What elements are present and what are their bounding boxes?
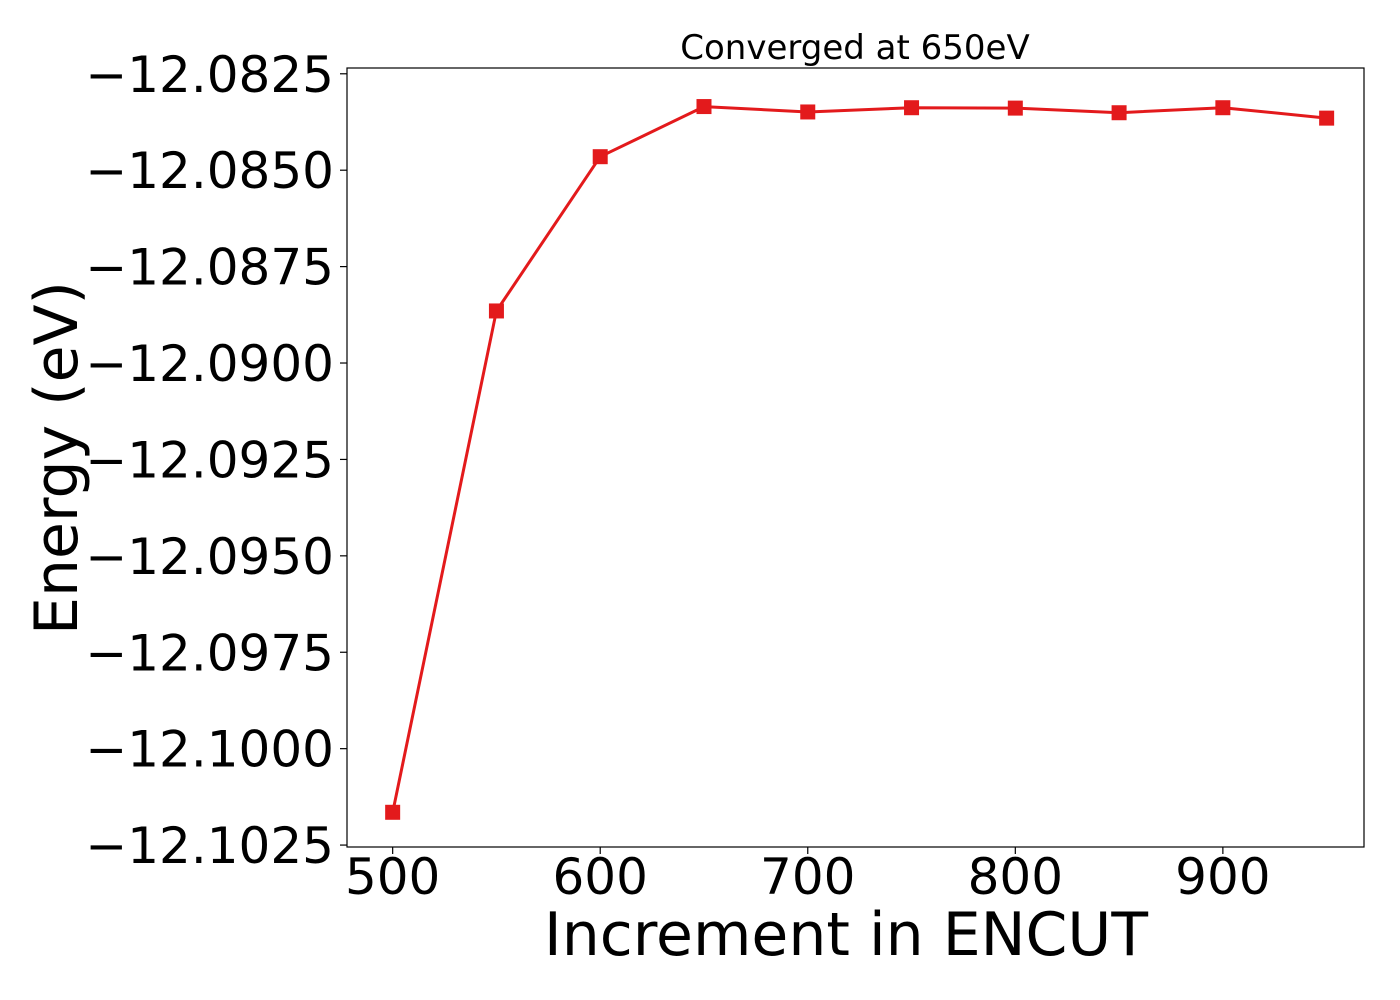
- y-axis: −12.0825 −12.0850 −12.0875 −12.0900 −12.0925…: [85, 46, 347, 875]
- x-tick-label: 800: [968, 848, 1063, 906]
- plot-frame: [346, 67, 1365, 848]
- plot-area: [346, 67, 1365, 848]
- data-point-marker: [1111, 105, 1127, 121]
- y-tick-label: −12.1000: [85, 721, 334, 779]
- y-tick-label: −12.0850: [85, 142, 334, 200]
- chart-title: Converged at 650eV: [680, 28, 1029, 68]
- data-point-marker: [800, 104, 816, 120]
- data-point-marker: [696, 99, 712, 115]
- y-axis-label: Energy (eV): [22, 281, 92, 635]
- data-point-marker: [904, 100, 920, 116]
- y-tick-label: −12.1025: [85, 817, 334, 875]
- series-line: [391, 105, 1327, 813]
- data-point-marker: [488, 303, 504, 319]
- data-point-marker: [385, 804, 401, 820]
- y-tick-label: −12.0825: [85, 46, 334, 104]
- x-tick-label: 900: [1175, 848, 1270, 906]
- data-point-marker: [1319, 110, 1335, 126]
- data-point-marker: [1007, 100, 1023, 116]
- data-point-marker: [1215, 100, 1231, 116]
- x-axis: 500 600 700 800 900: [345, 847, 1271, 906]
- data-point-marker: [592, 149, 608, 165]
- y-tick-label: −12.0900: [85, 335, 334, 393]
- y-tick-label: −12.0875: [85, 239, 334, 297]
- x-tick-label: 600: [552, 848, 647, 906]
- y-tick-label: −12.0925: [85, 431, 334, 489]
- y-tick-label: −12.0975: [85, 624, 334, 682]
- x-tick-label: 700: [760, 848, 855, 906]
- x-tick-label: 500: [345, 848, 440, 906]
- y-tick-label: −12.0950: [85, 528, 334, 586]
- x-axis-label: Increment in ENCUT: [544, 900, 1148, 970]
